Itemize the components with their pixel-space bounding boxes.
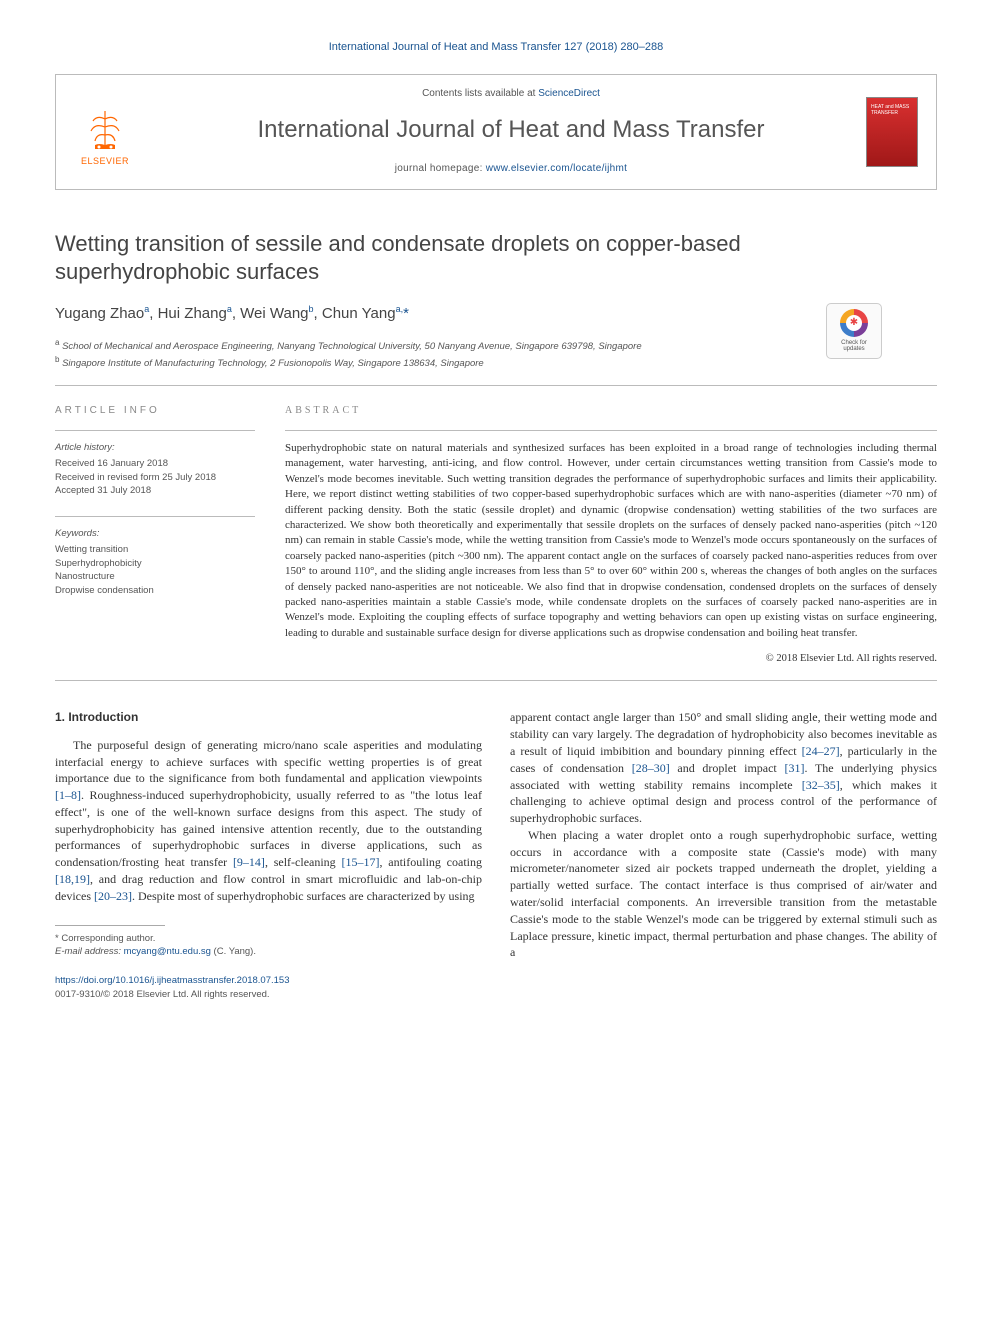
contents-prefix: Contents lists available at	[422, 88, 538, 99]
body-column-right: apparent contact angle larger than 150° …	[510, 709, 937, 1001]
abstract-column: ABSTRACT Superhydrophobic state on natur…	[285, 404, 937, 667]
elsevier-wordmark: ELSEVIER	[81, 155, 129, 168]
check-updates-badge[interactable]: ✱ Check forupdates	[826, 303, 882, 359]
history-revised: Received in revised form 25 July 2018	[55, 471, 255, 485]
journal-cover-thumbnail[interactable]: HEAT and MASS TRANSFER	[866, 97, 918, 167]
email-label: E-mail address:	[55, 946, 124, 957]
elsevier-tree-icon	[81, 105, 129, 153]
check-updates-label: Check forupdates	[841, 340, 867, 353]
keyword-2: Superhydrophobicity	[55, 557, 255, 571]
history-received: Received 16 January 2018	[55, 457, 255, 471]
article-title: Wetting transition of sessile and conden…	[55, 230, 937, 287]
email-suffix: (C. Yang).	[211, 946, 256, 957]
history-accepted: Accepted 31 July 2018	[55, 484, 255, 498]
keyword-1: Wetting transition	[55, 543, 255, 557]
intro-paragraph-1-cont: apparent contact angle larger than 150° …	[510, 709, 937, 827]
intro-paragraph-2: When placing a water droplet onto a roug…	[510, 827, 937, 961]
header-center: Contents lists available at ScienceDirec…	[156, 87, 866, 177]
article-info-column: ARTICLE INFO Article history: Received 1…	[55, 404, 255, 667]
abstract-heading: ABSTRACT	[285, 404, 937, 419]
journal-name-large: International Journal of Heat and Mass T…	[156, 113, 866, 148]
issn-copyright-line: 0017-9310/© 2018 Elsevier Ltd. All right…	[55, 989, 270, 1000]
info-divider	[55, 430, 255, 431]
keywords-heading: Keywords:	[55, 527, 255, 541]
author-list: Yugang Zhaoa, Hui Zhanga, Wei Wangb, Chu…	[55, 303, 937, 325]
crossmark-icon: ✱	[840, 309, 868, 337]
history-heading: Article history:	[55, 441, 255, 455]
keyword-4: Dropwise condensation	[55, 584, 255, 598]
keyword-3: Nanostructure	[55, 570, 255, 584]
sciencedirect-link[interactable]: ScienceDirect	[538, 88, 600, 99]
homepage-prefix: journal homepage:	[395, 163, 486, 174]
section-1-heading: 1. Introduction	[55, 709, 482, 726]
journal-header-box: ELSEVIER Contents lists available at Sci…	[55, 74, 937, 190]
info-divider-2	[55, 516, 255, 517]
email-link[interactable]: mcyang@ntu.edu.sg	[124, 946, 211, 957]
journal-citation-line: International Journal of Heat and Mass T…	[55, 40, 937, 56]
footnote-separator	[55, 925, 165, 926]
affiliation-a: a School of Mechanical and Aerospace Eng…	[55, 337, 937, 354]
contents-available-line: Contents lists available at ScienceDirec…	[156, 87, 866, 102]
journal-homepage-line: journal homepage: www.elsevier.com/locat…	[156, 162, 866, 177]
corresponding-author-note: * Corresponding author.	[55, 932, 482, 945]
citation-link[interactable]: International Journal of Heat and Mass T…	[329, 41, 664, 53]
divider-bottom	[55, 680, 937, 681]
body-two-column: 1. Introduction The purposeful design of…	[55, 709, 937, 1001]
email-line: E-mail address: mcyang@ntu.edu.sg (C. Ya…	[55, 945, 482, 958]
abstract-text: Superhydrophobic state on natural materi…	[285, 441, 937, 641]
homepage-link[interactable]: www.elsevier.com/locate/ijhmt	[486, 163, 628, 174]
abstract-divider	[285, 430, 937, 431]
article-info-heading: ARTICLE INFO	[55, 404, 255, 419]
intro-paragraph-1: The purposeful design of generating micr…	[55, 737, 482, 905]
body-column-left: 1. Introduction The purposeful design of…	[55, 709, 482, 1001]
elsevier-logo[interactable]: ELSEVIER	[74, 96, 136, 168]
doi-link[interactable]: https://doi.org/10.1016/j.ijheatmasstran…	[55, 975, 290, 986]
affiliation-b: b Singapore Institute of Manufacturing T…	[55, 354, 937, 371]
abstract-copyright: © 2018 Elsevier Ltd. All rights reserved…	[285, 651, 937, 666]
affiliations: a School of Mechanical and Aerospace Eng…	[55, 337, 937, 371]
cover-label: HEAT and MASS TRANSFER	[871, 104, 913, 116]
title-row: Wetting transition of sessile and conden…	[55, 230, 937, 287]
meta-section: ARTICLE INFO Article history: Received 1…	[55, 386, 937, 681]
doi-block: https://doi.org/10.1016/j.ijheatmasstran…	[55, 974, 482, 1002]
